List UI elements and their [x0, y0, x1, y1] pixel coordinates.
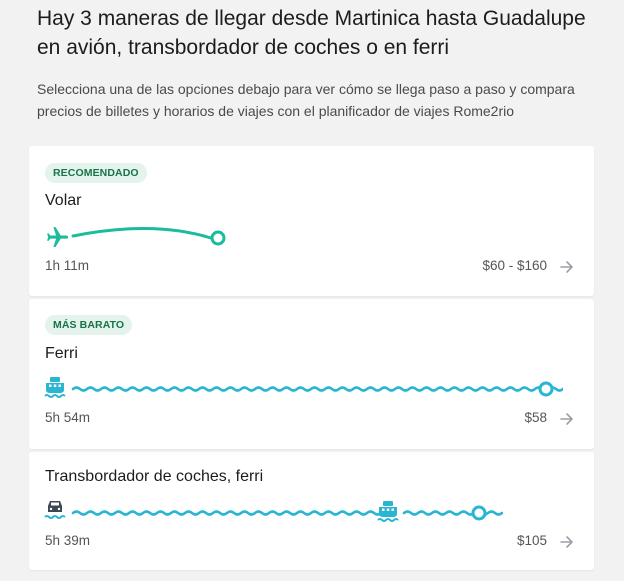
car-ferry-path [71, 510, 390, 516]
route-mode-title: Volar [45, 192, 82, 209]
page-subtitle: Selecciona una de las opciones debajo pa… [37, 81, 575, 119]
route-option-flight[interactable]: RECOMENDADO Volar 1h 11m $60 - $160 [29, 146, 594, 296]
route-option-car-ferry[interactable]: Transbordador de coches, ferri 5h 39m $1… [29, 452, 594, 570]
destination-marker [471, 505, 487, 521]
route-line [44, 501, 503, 522]
route-price: $58 [524, 410, 547, 425]
arrow-right-icon [560, 413, 573, 425]
route-line [44, 377, 563, 398]
ferry-icon [377, 501, 399, 522]
route-mode-title: Ferri [45, 345, 78, 362]
arrow-right-icon [560, 261, 573, 273]
route-option-ferry[interactable]: MÁS BARATO Ferri 5h 54m $58 [29, 299, 594, 449]
route-mode-title: Transbordador de coches, ferri [45, 468, 264, 485]
recommended-badge: RECOMENDADO [45, 163, 147, 183]
route-duration: 5h 54m [45, 410, 91, 425]
page-title: Hay 3 maneras de llegar desde Martinica … [37, 7, 586, 59]
cheapest-badge: MÁS BARATO [45, 315, 133, 335]
destination-marker [538, 381, 554, 397]
arrow-right-icon [560, 536, 573, 548]
ferry-path [402, 510, 503, 516]
route-line [47, 227, 226, 248]
route-duration: 5h 39m [45, 533, 91, 548]
ferry-icon [44, 377, 66, 398]
route-price: $60 - $160 [482, 258, 547, 273]
destination-marker [210, 230, 226, 246]
ferry-path [71, 386, 563, 392]
route-price: $105 [516, 533, 547, 548]
route-duration: 1h 11m [45, 258, 90, 273]
car-ferry-icon [44, 501, 66, 519]
plane-icon [47, 227, 69, 248]
flight-path [71, 227, 213, 240]
